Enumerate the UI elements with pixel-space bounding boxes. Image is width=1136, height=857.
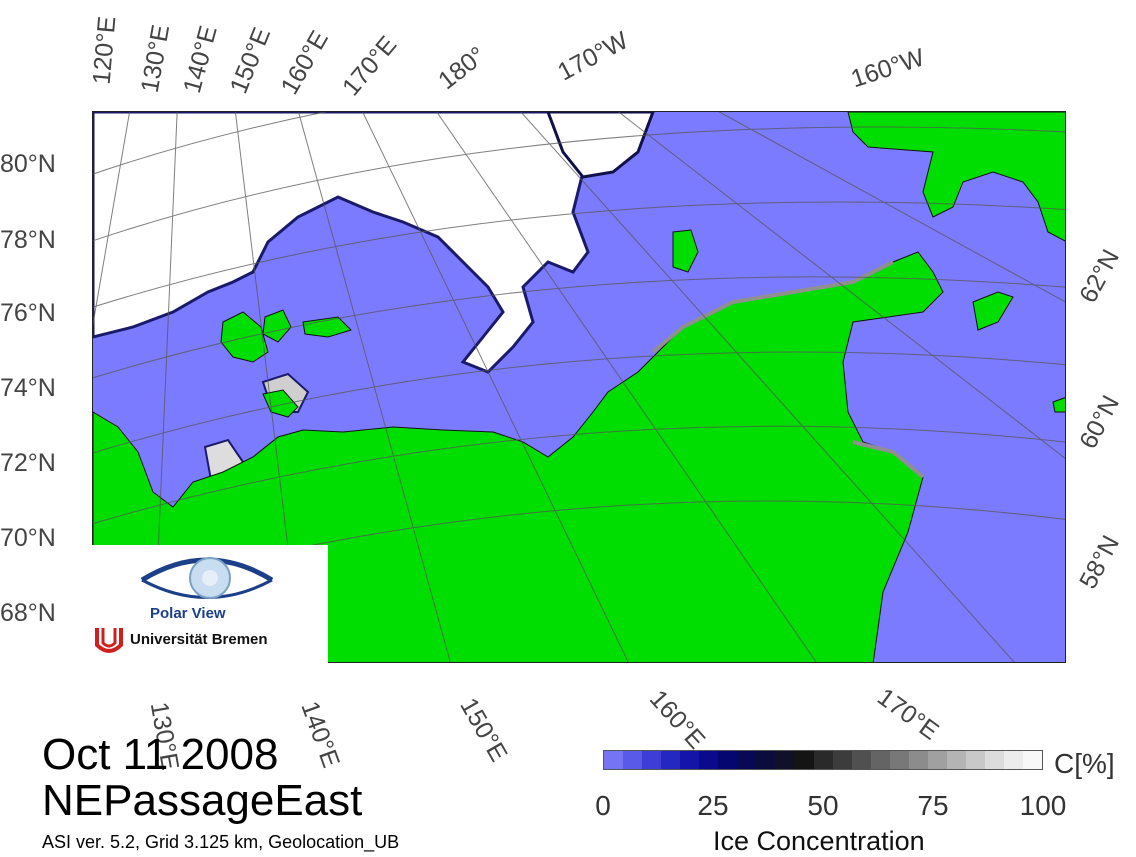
lat-label-right: 58°N (1074, 531, 1125, 594)
lon-label: 170°E (872, 682, 944, 746)
colorbar-swatch (1003, 751, 1024, 769)
colorbar-unit: C[%] (1054, 748, 1115, 779)
university-logo-icon (94, 625, 124, 655)
lat-label-right: 62°N (1074, 245, 1125, 308)
colorbar-tick: 25 (697, 790, 729, 821)
colorbar (603, 750, 1043, 770)
colorbar-swatch (642, 751, 662, 769)
eye-logo-icon (140, 557, 274, 599)
colorbar-swatch (699, 751, 719, 769)
island (302, 316, 352, 338)
alaska-land (847, 112, 1065, 242)
colorbar-tick: 100 (1019, 790, 1067, 821)
colorbar-swatch (946, 751, 966, 769)
colorbar-label: Ice Concentration (713, 826, 925, 856)
colorbar-swatch (984, 751, 1004, 769)
lat-label: 78°N (0, 226, 56, 254)
region-title: NEPassageEast (42, 776, 363, 825)
colorbar-swatch (927, 751, 947, 769)
colorbar-swatch (851, 751, 871, 769)
lat-label: 68°N (0, 599, 56, 627)
lon-label: 130°E (135, 22, 176, 95)
lon-label: 150°E (224, 23, 277, 98)
colorbar-swatch (870, 751, 890, 769)
colorbar-swatch (775, 751, 795, 769)
logo-brand: Polar View (150, 605, 226, 622)
colorbar-swatch (813, 751, 833, 769)
lon-label: 120°E (87, 15, 122, 86)
lat-label: 70°N (0, 524, 56, 552)
colorbar-swatch (756, 751, 776, 769)
lat-label: 76°N (0, 299, 56, 327)
colorbar-swatch (889, 751, 909, 769)
graticule (93, 112, 1065, 662)
coast-mask (852, 440, 925, 479)
colorbar-tick: 75 (917, 790, 949, 821)
lon-label: 140°E (177, 22, 223, 96)
colorbar-swatch (661, 751, 681, 769)
colorbar-swatch (794, 751, 814, 769)
lat-label-right: 60°N (1074, 391, 1125, 454)
colorbar-swatch (965, 751, 985, 769)
colorbar-swatch (737, 751, 757, 769)
logo-box: Polar View Universität Bremen (92, 545, 328, 663)
lat-label: 72°N (0, 449, 56, 477)
date-title: Oct 11 2008 (42, 730, 279, 779)
colorbar-swatch (1023, 751, 1043, 769)
sea-ice-pack (93, 112, 590, 374)
island (672, 229, 699, 273)
lat-label: 74°N (0, 374, 56, 402)
colorbar-swatch (680, 751, 700, 769)
lon-label: 180° (433, 41, 492, 96)
island (972, 291, 1014, 331)
lon-label: 170°W (553, 26, 633, 87)
colorbar-tick: 50 (807, 790, 839, 821)
island (220, 311, 269, 363)
island (1052, 397, 1065, 413)
colorbar-tick: 0 (595, 790, 611, 821)
island (262, 309, 292, 343)
lon-label: 150°E (454, 693, 513, 767)
colorbar-swatch (718, 751, 738, 769)
lat-label: 80°N (0, 150, 56, 178)
sea-ice-patch (546, 112, 655, 179)
subtitle: ASI ver. 5.2, Grid 3.125 km, Geolocation… (42, 832, 400, 852)
logo-university: Universität Bremen (130, 631, 268, 648)
lon-label: 160°W (847, 43, 928, 94)
lon-label: 170°E (336, 30, 403, 102)
lon-label: 160°E (275, 26, 334, 100)
coast-mask (651, 260, 894, 354)
colorbar-swatch (908, 751, 928, 769)
colorbar-swatch (604, 751, 624, 769)
colorbar-swatch (832, 751, 852, 769)
lon-label: 160°E (643, 684, 711, 755)
colorbar-swatch (623, 751, 643, 769)
lon-label: 140°E (295, 697, 346, 772)
